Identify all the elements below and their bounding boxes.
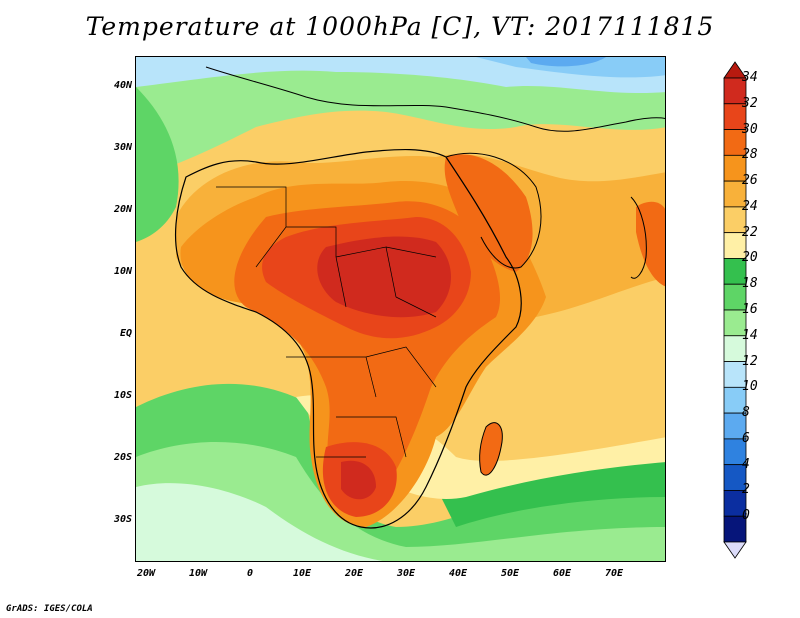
lon-tick-40e: 40E	[448, 568, 468, 579]
colorbar-label: 34	[742, 70, 758, 85]
colorbar-label: 24	[742, 198, 758, 214]
lon-tick-70e: 70E	[604, 568, 624, 579]
colorbar-overflow-bottom	[723, 541, 747, 559]
colorbar-label: 20	[742, 250, 758, 266]
lon-tick-20w: 20W	[136, 568, 156, 579]
map-field	[136, 57, 665, 561]
lat-tick-30n: 30N	[113, 142, 132, 153]
colorbar-label: 32	[742, 95, 758, 111]
lon-tick-60e: 60E	[552, 568, 572, 579]
lat-tick-30s: 30S	[113, 514, 132, 525]
colorbar-label: 2	[742, 482, 750, 498]
lon-tick-20e: 20E	[344, 568, 364, 579]
colorbar-label: 18	[742, 276, 758, 292]
colorbar-label: 4	[742, 456, 750, 472]
lat-tick-10n: 10N	[113, 266, 132, 277]
colorbar-label: 22	[742, 224, 758, 240]
colorbar-label: 30	[742, 121, 758, 137]
lat-tick-40n: 40N	[113, 80, 132, 91]
lon-tick-0: 0	[246, 568, 254, 579]
lon-tick-10w: 10W	[188, 568, 208, 579]
lat-tick-eq: EQ	[119, 328, 132, 339]
footer-credit: GrADS: IGES/COLA	[6, 604, 93, 614]
lon-tick-50e: 50E	[500, 568, 520, 579]
color-legend	[723, 61, 747, 559]
map-title: Temperature at 1000hPa [C], VT: 20171118…	[85, 12, 715, 41]
lon-tick-10e: 10E	[292, 568, 312, 579]
lat-tick-20n: 20N	[113, 204, 132, 215]
temperature-map	[135, 56, 666, 562]
lon-tick-30e: 30E	[396, 568, 416, 579]
colorbar-label: 28	[742, 147, 758, 163]
colorbar-label: 6	[742, 430, 750, 446]
colorbar-label: 10	[742, 379, 758, 395]
colorbar-label: 12	[742, 353, 758, 369]
colorbar-label: 0	[742, 508, 750, 524]
colorbar-label: 8	[742, 405, 750, 421]
lat-tick-10s: 10S	[113, 390, 132, 401]
colorbar-label: 26	[742, 173, 758, 189]
lat-tick-20s: 20S	[113, 452, 132, 463]
colorbar-label: 16	[742, 302, 758, 317]
colorbar-label: 14	[742, 327, 758, 343]
